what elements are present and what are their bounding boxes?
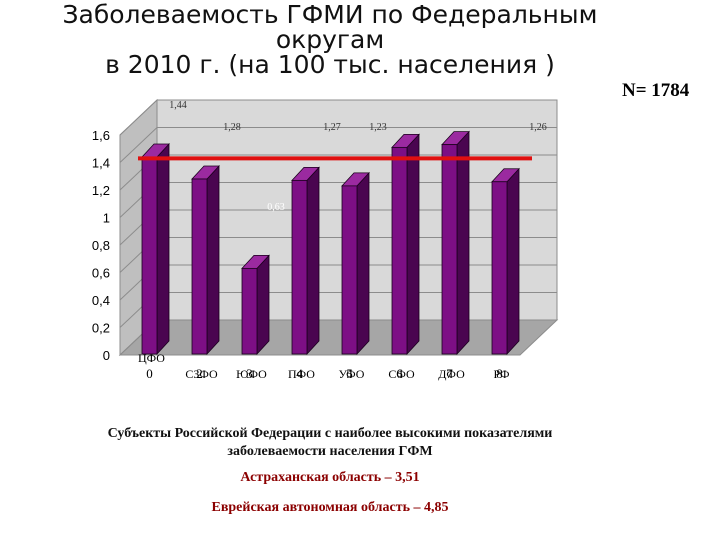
bar-side	[206, 164, 220, 356]
x-category-label: СФО	[388, 367, 415, 381]
bar-side	[256, 254, 270, 356]
bar-side	[306, 166, 320, 356]
notes-item-jewish-ao: Еврейская автономная область – 4,85	[211, 500, 449, 515]
x-category-label: СЗФО	[185, 367, 218, 381]
bar	[341, 185, 358, 355]
gridline	[119, 127, 557, 163]
y-tick-label: 1,2	[92, 183, 110, 198]
data-label: 1,23	[369, 122, 387, 133]
notes-block: Субъекты Российской Федерации с наиболее…	[0, 425, 660, 517]
x-category-label: ЮФО	[236, 367, 267, 381]
bar-side	[356, 171, 370, 356]
bar	[391, 146, 408, 355]
x-category-index: 8	[496, 366, 503, 381]
x-category-label: УФО	[339, 367, 365, 381]
bar	[291, 179, 308, 355]
notes-caption-line-2: заболеваемости населения ГФМ	[227, 444, 433, 459]
bar	[141, 156, 158, 355]
data-label: 1,28	[223, 122, 241, 133]
x-category-index: 3	[246, 366, 253, 381]
data-label: 0,63	[267, 202, 285, 213]
y-tick-label: 1,4	[92, 156, 110, 171]
y-tick-label: 0,2	[92, 321, 110, 336]
bar-side	[506, 167, 520, 356]
x-category-index: 2	[196, 366, 203, 381]
x-category-index: 0	[146, 366, 153, 381]
x-category-label: РФ	[494, 367, 510, 381]
x-category-index: 5	[346, 366, 353, 381]
bar	[491, 181, 508, 355]
bar	[441, 144, 458, 355]
bar-chart: 0 0,2 0,4 0,6 0,8 1 1,2 1,4 1,6 1,44 1,28 0,63 1,27 1…	[92, 98, 559, 381]
x-category-label: ДФО	[438, 367, 465, 381]
bar-side	[406, 133, 420, 356]
bar	[191, 178, 208, 355]
chart-title: Заболеваемость ГФМИ по Федеральным округ…	[60, 2, 600, 77]
x-category-label: ПФО	[288, 367, 315, 381]
y-tick-label: 1,6	[92, 128, 110, 143]
title-line-3: в 2010 г. (на 100 тыс. населения )	[105, 50, 555, 79]
y-tick-label: 1	[103, 211, 110, 226]
y-tick-label: 0,4	[92, 293, 110, 308]
x-category-index: 4	[296, 366, 303, 381]
y-tick-label: 0,8	[92, 238, 110, 253]
data-label: 1,44	[169, 100, 187, 111]
x-category-index: 6	[396, 366, 403, 381]
title-line-2: округам	[275, 25, 385, 54]
bar-side	[156, 142, 170, 356]
notes-item-astrakhan: Астраханская область – 3,51	[240, 470, 420, 485]
y-tick-label: 0,6	[92, 266, 110, 281]
gridline	[119, 99, 557, 136]
y-tick-label: 0	[103, 348, 110, 363]
bar	[241, 267, 258, 355]
title-line-1: Заболеваемость ГФМИ по Федеральным	[62, 0, 598, 29]
sample-size-label: N= 1784	[622, 80, 690, 101]
data-label: 1,27	[323, 122, 341, 133]
x-category-label: ЦФО	[138, 351, 165, 365]
notes-caption-line-1: Субъекты Российской Федерации с наиболее…	[107, 426, 553, 441]
x-category-index: 7	[446, 366, 453, 381]
data-label: 1,26	[529, 122, 547, 133]
chart-floor	[118, 319, 559, 356]
bar-side	[456, 130, 470, 356]
